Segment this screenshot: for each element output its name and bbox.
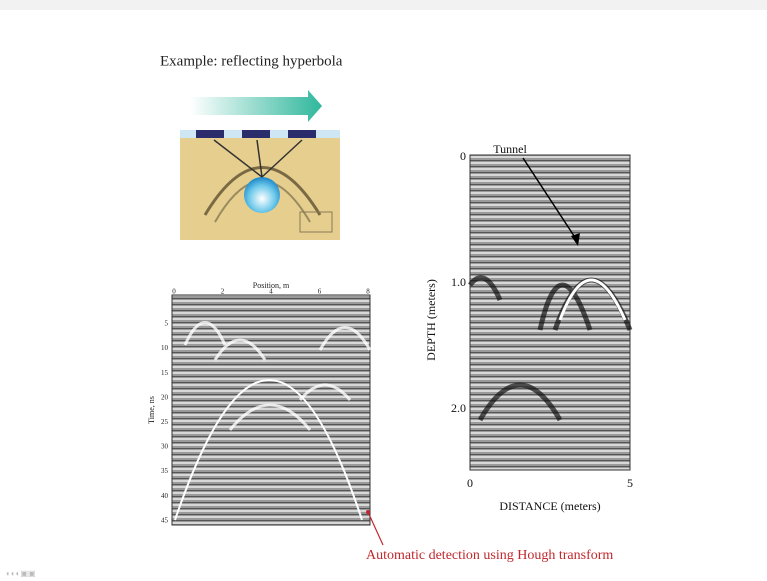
left-y-tick: 40 xyxy=(161,492,169,500)
right-y-label: DEPTH (meters) xyxy=(424,279,438,361)
right-y-tick: 2.0 xyxy=(451,401,466,415)
left-radargram xyxy=(171,294,372,526)
left-y-tick: 25 xyxy=(161,418,169,426)
left-x-label: Position, m xyxy=(253,281,290,290)
right-y-tick: 0 xyxy=(460,149,466,163)
tunnel-label: Tunnel xyxy=(493,142,527,156)
left-x-tick: 6 xyxy=(318,288,322,296)
left-y-tick: 30 xyxy=(161,443,169,451)
left-y-tick: 20 xyxy=(161,393,169,401)
tunnel-arrowhead xyxy=(571,233,580,246)
illustration xyxy=(180,90,340,240)
right-x-tick: 5 xyxy=(627,476,633,490)
slide-title: Example: reflecting hyperbola xyxy=(160,53,343,69)
caption-pointer xyxy=(367,511,384,546)
left-y-tick: 15 xyxy=(161,369,169,377)
left-y-tick: 5 xyxy=(165,320,169,328)
right-y-tick: 1.0 xyxy=(451,275,466,289)
left-x-tick: 4 xyxy=(269,288,273,296)
left-x-tick: 0 xyxy=(172,288,176,296)
right-x-tick: 0 xyxy=(467,476,473,490)
player-controls: ◐◐◐▣▣ xyxy=(6,569,36,578)
left-y-tick: 10 xyxy=(161,344,169,352)
tunnel-arrow xyxy=(522,157,579,243)
left-y-tick: 35 xyxy=(161,467,169,475)
right-x-label: DISTANCE (meters) xyxy=(499,499,600,513)
left-x-tick: 2 xyxy=(221,288,225,296)
right-radargram xyxy=(468,154,633,471)
top-band xyxy=(0,0,767,10)
left-y-tick: 45 xyxy=(161,516,169,524)
caption: Automatic detection using Hough transfor… xyxy=(366,548,613,563)
caption-pointer-dot xyxy=(366,510,370,514)
left-x-tick: 8 xyxy=(366,288,370,296)
left-y-label: Time, ns xyxy=(147,396,156,424)
